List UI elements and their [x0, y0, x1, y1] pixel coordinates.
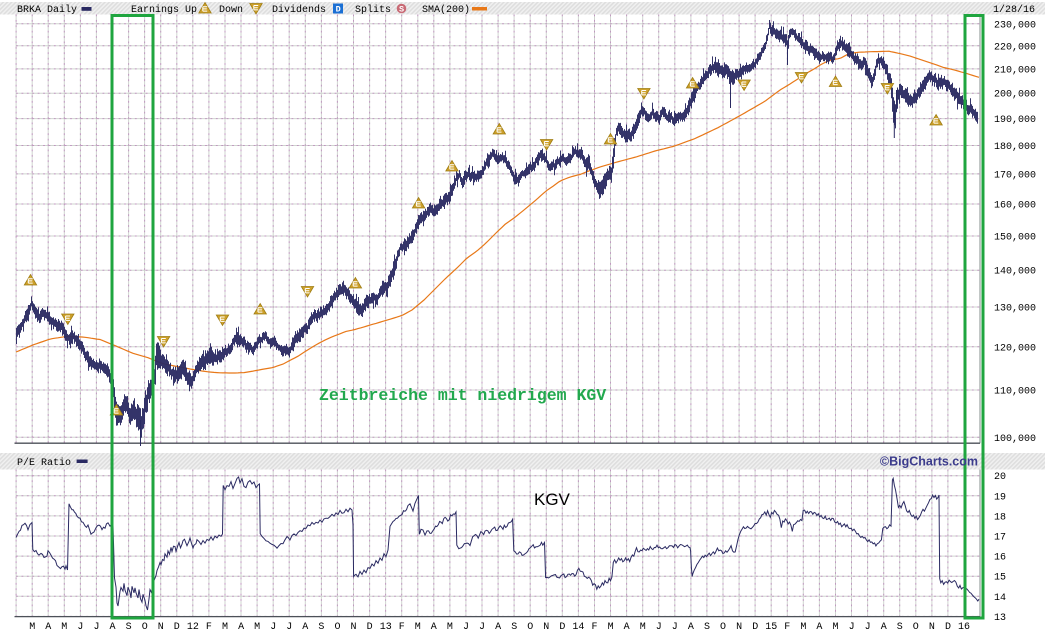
svg-text:14: 14 [994, 593, 1006, 604]
svg-text:16: 16 [958, 622, 970, 633]
svg-text:150,000: 150,000 [994, 233, 1036, 244]
svg-text:A: A [688, 622, 694, 633]
svg-text:KGV: KGV [534, 490, 571, 509]
svg-text:12: 12 [187, 622, 199, 633]
svg-text:A: A [624, 622, 630, 633]
svg-text:120,000: 120,000 [994, 343, 1036, 354]
svg-text:18: 18 [994, 512, 1006, 523]
svg-text:M: M [254, 622, 260, 633]
svg-text:A: A [431, 622, 437, 633]
svg-text:110,000: 110,000 [994, 387, 1036, 398]
svg-text:M: M [447, 622, 453, 633]
svg-text:M: M [832, 622, 838, 633]
svg-text:N: N [350, 622, 356, 633]
svg-text:13: 13 [380, 622, 392, 633]
svg-text:M: M [800, 622, 806, 633]
svg-text:200,000: 200,000 [994, 90, 1036, 101]
svg-text:A: A [881, 622, 887, 633]
svg-text:O: O [527, 622, 533, 633]
svg-text:F: F [591, 622, 597, 633]
svg-text:D: D [336, 4, 341, 14]
svg-text:©BigCharts.com: ©BigCharts.com [880, 455, 978, 469]
svg-text:S: S [897, 622, 903, 633]
svg-text:M: M [29, 622, 35, 633]
svg-text:20: 20 [994, 472, 1006, 483]
svg-text:J: J [463, 622, 469, 633]
svg-text:1/28/16: 1/28/16 [993, 4, 1035, 16]
svg-text:J: J [479, 622, 485, 633]
svg-text:180,000: 180,000 [994, 142, 1036, 153]
svg-text:S: S [704, 622, 710, 633]
svg-text:M: M [222, 622, 228, 633]
svg-text:O: O [913, 622, 919, 633]
svg-text:S: S [126, 622, 132, 633]
svg-text:A: A [45, 622, 51, 633]
svg-text:Down: Down [219, 5, 243, 16]
svg-text:230,000: 230,000 [994, 20, 1036, 31]
svg-text:Splits: Splits [355, 4, 391, 16]
svg-text:100,000: 100,000 [994, 434, 1036, 445]
svg-text:M: M [640, 622, 646, 633]
svg-text:N: N [929, 622, 935, 633]
svg-text:M: M [415, 622, 421, 633]
svg-text:190,000: 190,000 [994, 115, 1036, 126]
svg-text:J: J [270, 622, 276, 633]
svg-text:J: J [286, 622, 292, 633]
svg-text:170,000: 170,000 [994, 170, 1036, 181]
svg-text:J: J [672, 622, 678, 633]
svg-text:F: F [206, 622, 212, 633]
svg-text:S: S [399, 4, 404, 14]
svg-text:S: S [511, 622, 517, 633]
svg-text:BRKA Daily: BRKA Daily [17, 4, 77, 16]
svg-text:N: N [543, 622, 549, 633]
svg-text:N: N [158, 622, 164, 633]
svg-text:140,000: 140,000 [994, 267, 1036, 278]
svg-text:160,000: 160,000 [994, 201, 1036, 212]
svg-text:D: D [752, 622, 758, 633]
svg-text:J: J [93, 622, 99, 633]
svg-text:S: S [318, 622, 324, 633]
svg-text:M: M [61, 622, 67, 633]
svg-text:A: A [495, 622, 501, 633]
svg-text:19: 19 [994, 492, 1006, 503]
svg-text:Dividends: Dividends [272, 4, 326, 16]
svg-text:F: F [784, 622, 790, 633]
svg-text:210,000: 210,000 [994, 65, 1036, 76]
svg-text:J: J [849, 622, 855, 633]
svg-text:Zeitbreiche mit niedrigem KGV: Zeitbreiche mit niedrigem KGV [319, 386, 606, 405]
svg-text:14: 14 [572, 622, 584, 633]
svg-text:J: J [656, 622, 662, 633]
svg-text:D: D [945, 622, 951, 633]
svg-text:220,000: 220,000 [994, 42, 1036, 53]
svg-text:A: A [816, 622, 822, 633]
svg-text:J: J [865, 622, 871, 633]
svg-text:SMA(200): SMA(200) [422, 4, 470, 16]
svg-text:P/E Ratio: P/E Ratio [17, 457, 71, 469]
svg-text:15: 15 [765, 622, 777, 633]
svg-text:16: 16 [994, 553, 1006, 564]
svg-text:13: 13 [994, 613, 1006, 624]
svg-text:130,000: 130,000 [994, 304, 1036, 315]
svg-text:D: D [367, 622, 373, 633]
svg-text:J: J [77, 622, 83, 633]
svg-text:A: A [302, 622, 308, 633]
svg-text:A: A [238, 622, 244, 633]
svg-text:A: A [109, 622, 115, 633]
svg-text:O: O [720, 622, 726, 633]
svg-text:D: D [174, 622, 180, 633]
svg-text:F: F [399, 622, 405, 633]
svg-text:17: 17 [994, 533, 1006, 544]
svg-text:Earnings Up: Earnings Up [131, 4, 197, 16]
svg-text:15: 15 [994, 573, 1006, 584]
svg-text:O: O [142, 622, 148, 633]
svg-text:N: N [736, 622, 742, 633]
svg-text:O: O [334, 622, 340, 633]
svg-text:D: D [559, 622, 565, 633]
svg-text:M: M [608, 622, 614, 633]
